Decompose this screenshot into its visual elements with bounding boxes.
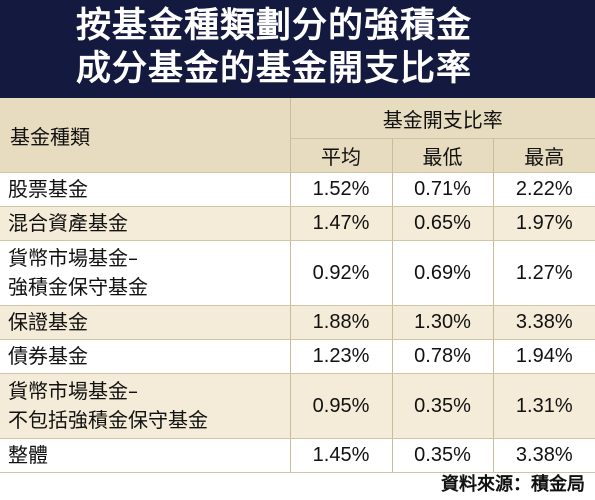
title-line-1: 按基金種類劃分的強積金 [76, 6, 473, 46]
header-row-1: 基金種類 基金開支比率 [0, 98, 595, 173]
title-banner: 按基金種類劃分的強積金 成分基金的基金開支比率 [0, 0, 595, 98]
average-value-cell: 1.88% [289, 305, 392, 340]
minimum-value-cell: 0.78% [391, 339, 493, 374]
fund-type-label: 股票基金 [8, 177, 88, 201]
maximum-value-cell: 1.31% [492, 373, 595, 439]
maximum-value-cell: 3.38% [492, 438, 595, 473]
average-value-cell: 1.23% [289, 339, 392, 374]
table-row: 債券基金 1.23% 0.78% 1.94% [0, 339, 595, 374]
fund-type-cell: 股票基金 [0, 172, 290, 207]
table-row: 股票基金 1.52% 0.71% 2.22% [0, 172, 595, 207]
title-line-2: 成分基金的基金開支比率 [76, 49, 473, 89]
fund-type-label: 債券基金 [8, 344, 88, 368]
table-row: 保證基金 1.88% 1.30% 3.38% [0, 305, 595, 340]
fund-type-cell: 債券基金 [0, 339, 290, 374]
fund-type-cell: 貨幣市場基金– 不包括強積金保守基金 [0, 373, 290, 439]
average-value-cell: 1.47% [289, 206, 392, 241]
fund-type-cell: 整體 [0, 438, 290, 473]
minimum-value-cell: 0.65% [391, 206, 493, 241]
fund-type-label: 強積金保守基金 [8, 275, 148, 299]
ratio-group-header: 基金開支比率 [289, 98, 595, 139]
fund-type-label: 不包括強積金保守基金 [8, 408, 208, 432]
average-value-cell: 1.52% [289, 172, 392, 207]
source-note: 資料來源：積金局 [441, 474, 585, 495]
category-header: 基金種類 [0, 98, 290, 173]
fund-type-label: 混合資產基金 [8, 211, 128, 235]
average-value-cell: 0.92% [289, 240, 392, 306]
fund-type-label: 貨幣市場基金– [8, 246, 138, 270]
column-header-maximum: 最高 [492, 138, 595, 173]
header-row-2: 平均 最低 最高 [0, 138, 595, 173]
fund-type-cell: 貨幣市場基金– 強積金保守基金 [0, 240, 290, 306]
column-header-average: 平均 [289, 138, 392, 173]
table-row: 貨幣市場基金– 不包括強積金保守基金 0.95% 0.35% 1.31% [0, 373, 595, 439]
maximum-value-cell: 2.22% [492, 172, 595, 207]
table-row: 整體 1.45% 0.35% 3.38% [0, 438, 595, 473]
table-row: 貨幣市場基金– 強積金保守基金 0.92% 0.69% 1.27% [0, 240, 595, 306]
maximum-value-cell: 1.97% [492, 206, 595, 241]
minimum-value-cell: 0.71% [391, 172, 493, 207]
minimum-value-cell: 0.35% [391, 438, 493, 473]
table-row: 混合資產基金 1.47% 0.65% 1.97% [0, 206, 595, 241]
table-body: 股票基金 1.52% 0.71% 2.22% 混合資產基金 1.47% 0.65% 1.97%… [0, 172, 595, 473]
maximum-value-cell: 3.38% [492, 305, 595, 340]
minimum-value-cell: 0.35% [391, 373, 493, 439]
fund-type-label: 保證基金 [8, 310, 88, 334]
fee-ratio-table: 基金種類 基金開支比率 平均 最低 最高 股票基金 1.52% 0.71% 2.22%… [0, 98, 595, 473]
fund-type-label: 整體 [8, 443, 48, 467]
maximum-value-cell: 1.94% [492, 339, 595, 374]
column-header-minimum: 最低 [391, 138, 493, 173]
fund-type-cell: 混合資產基金 [0, 206, 290, 241]
minimum-value-cell: 0.69% [391, 240, 493, 306]
average-value-cell: 0.95% [289, 373, 392, 439]
maximum-value-cell: 1.27% [492, 240, 595, 306]
fund-type-cell: 保證基金 [0, 305, 290, 340]
fund-type-label: 貨幣市場基金– [8, 379, 138, 403]
average-value-cell: 1.45% [289, 438, 392, 473]
minimum-value-cell: 1.30% [391, 305, 493, 340]
